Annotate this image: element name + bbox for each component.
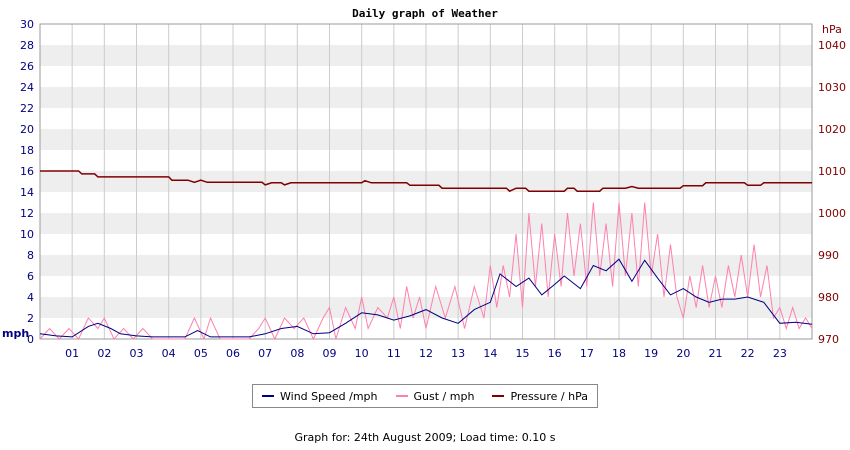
x-tick-label: 13 — [451, 347, 465, 360]
y-right-tick-label: 970 — [818, 333, 839, 346]
y-axis-right-ticks: 970 980 990 1000 1010 1020 1030 1040 — [818, 39, 846, 346]
legend-item-gust: Gust / mph — [395, 389, 475, 403]
x-tick-label: 01 — [65, 347, 79, 360]
x-axis-ticks: 01 02 03 04 05 06 07 08 09 10 11 12 13 14 15 16 17 18 19 20… — [65, 347, 787, 360]
y-left-tick-label: 4 — [27, 291, 34, 304]
x-tick-label: 17 — [580, 347, 594, 360]
y-axis-right-unit: hPa — [822, 23, 842, 36]
series-line-pressure-hpa — [40, 170, 812, 193]
x-tick-label: 07 — [258, 347, 272, 360]
y-left-tick-label: 16 — [20, 165, 34, 178]
y-left-tick-label: 22 — [20, 102, 34, 115]
x-tick-label: 16 — [548, 347, 562, 360]
x-tick-label: 02 — [97, 347, 111, 360]
y-right-tick-label: 1010 — [818, 165, 846, 178]
plot-frame — [39, 23, 813, 340]
legend-item-pressure: Pressure / hPa — [492, 390, 588, 403]
y-left-tick-label: 28 — [20, 39, 34, 52]
x-tick-label: 19 — [644, 347, 658, 360]
x-tick-label: 06 — [226, 347, 240, 360]
y-left-tick-label: 26 — [20, 60, 34, 73]
legend-gust-label: Gust / mph — [413, 389, 475, 403]
y-left-tick-label: 24 — [20, 81, 34, 94]
x-tick-label: 11 — [387, 347, 401, 360]
legend-wind-label: Wind Speed /mph — [280, 389, 378, 403]
x-tick-label: 09 — [323, 347, 337, 360]
series-line-gust-mph — [39, 202, 813, 341]
x-tick-label: 04 — [162, 347, 176, 360]
y-right-tick-label: 1040 — [818, 39, 846, 52]
footer-status: Graph for: 24th August 2009; Load time: … — [294, 431, 556, 444]
pressure-swatch-icon — [492, 395, 505, 397]
series-line-wind-speed-mph — [39, 258, 813, 338]
legend-pressure-label: Pressure / hPa — [510, 389, 588, 403]
wind-swatch-icon — [262, 395, 274, 397]
x-tick-label: 10 — [355, 347, 369, 360]
x-tick-label: 14 — [483, 347, 497, 360]
y-left-tick-label: 8 — [27, 249, 34, 262]
legend: Wind Speed /mph Gust / mph Pressure / hP… — [252, 384, 598, 408]
x-tick-label: 12 — [419, 347, 433, 360]
y-right-tick-label: 980 — [818, 291, 839, 304]
chart-title: Daily graph of Weather — [352, 7, 498, 20]
x-tick-label: 23 — [773, 347, 787, 360]
x-tick-label: 03 — [130, 347, 144, 360]
y-left-tick-label: 0 — [27, 333, 34, 346]
y-left-tick-label: 6 — [27, 270, 34, 283]
y-left-tick-label: 14 — [20, 186, 34, 199]
y-axis-left-unit: mph — [2, 327, 29, 340]
x-tick-label: 21 — [709, 347, 723, 360]
y-left-tick-label: 10 — [20, 228, 34, 241]
x-tick-label: 18 — [612, 347, 626, 360]
series-group — [39, 170, 813, 341]
y-left-tick-label: 12 — [20, 207, 34, 220]
gust-swatch-icon — [395, 395, 408, 397]
legend-item-wind: Wind Speed /mph — [262, 390, 378, 403]
x-tick-label: 05 — [194, 347, 208, 360]
y-left-tick-label: 18 — [20, 144, 34, 157]
y-right-tick-label: 1030 — [818, 81, 846, 94]
x-tick-label: 15 — [516, 347, 530, 360]
y-left-tick-label: 30 — [20, 18, 34, 31]
vertical-gridlines — [71, 24, 781, 339]
x-tick-label: 20 — [676, 347, 690, 360]
y-right-tick-label: 1020 — [818, 123, 846, 136]
y-right-tick-label: 1000 — [818, 207, 846, 220]
y-right-tick-label: 990 — [818, 249, 839, 262]
x-tick-label: 22 — [741, 347, 755, 360]
y-left-tick-label: 20 — [20, 123, 34, 136]
y-left-tick-label: 2 — [27, 312, 34, 325]
x-tick-label: 08 — [290, 347, 304, 360]
